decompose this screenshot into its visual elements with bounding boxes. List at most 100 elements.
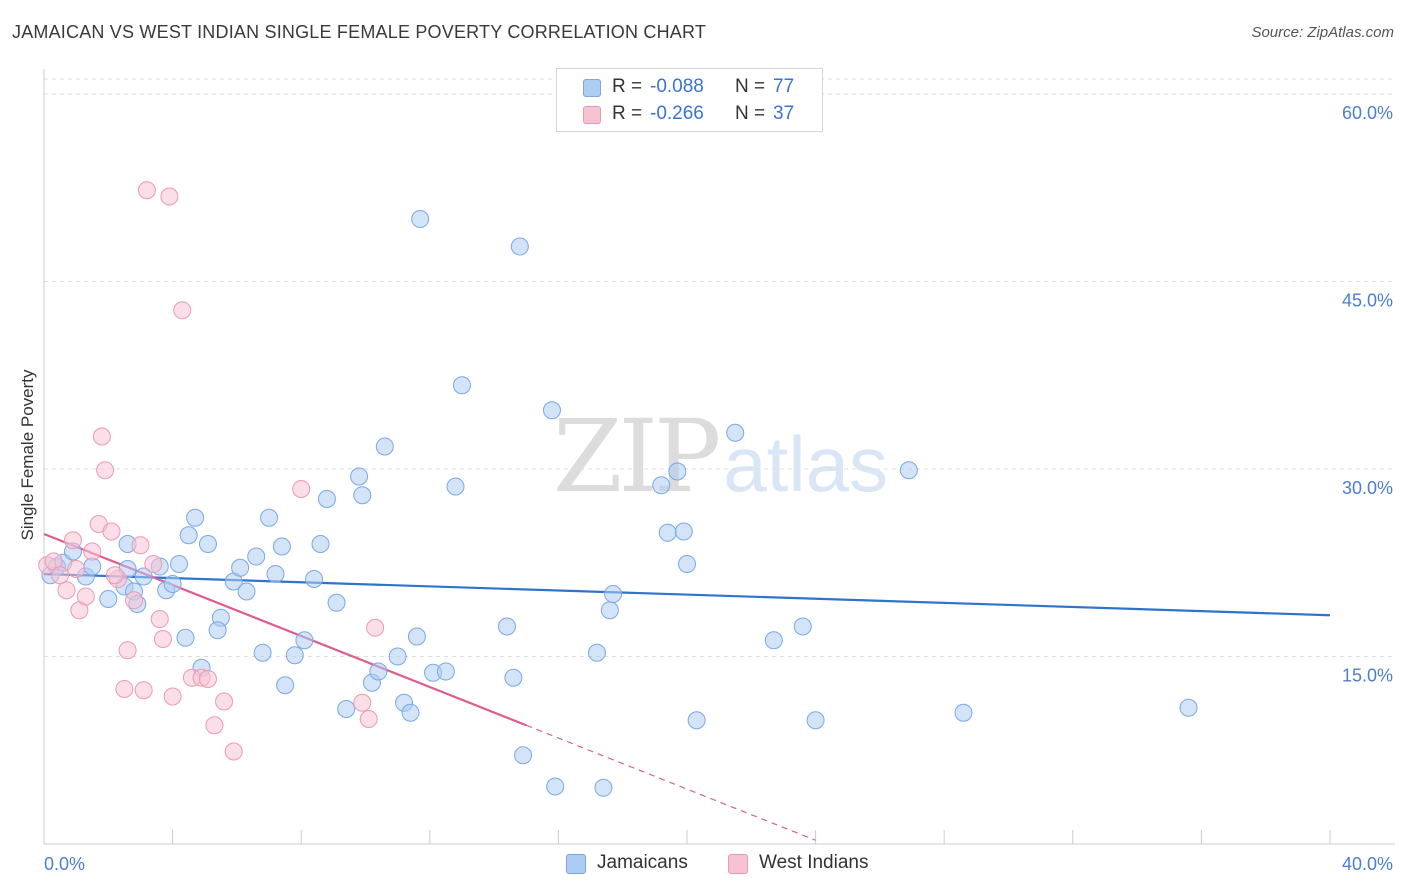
point-west-indians [92,427,111,446]
point-jamaicans [411,210,430,228]
point-west-indians [118,641,137,660]
point-jamaicans [1179,698,1198,717]
y-tick-label: 15.0% [1342,666,1393,686]
point-west-indians [224,742,243,761]
point-jamaicans [764,631,783,650]
trend-line-jamaicans [43,572,1331,617]
legend-swatch-west-indians [728,854,748,874]
r-value: -0.088 [650,76,704,97]
legend-label: West Indians [759,852,869,873]
point-west-indians [173,301,192,320]
y-tick-label: 60.0% [1342,103,1393,123]
axes [43,69,1395,845]
legend-label: Jamaicans [597,852,688,873]
point-jamaicans [311,535,330,553]
point-jamaicans [276,676,295,695]
point-jamaicans [179,526,198,545]
point-jamaicans [446,477,465,496]
point-west-indians [125,591,144,610]
r-label: R = [612,76,643,97]
n-value: 77 [773,76,795,97]
point-west-indians [150,610,169,628]
point-jamaicans [375,437,394,456]
point-jamaicans [163,575,182,593]
point-jamaicans [317,490,336,508]
point-jamaicans [899,461,918,480]
point-jamaicans [83,557,102,576]
point-west-indians [76,587,95,606]
y-tick-label: 45.0% [1342,291,1393,311]
point-jamaicans [546,777,565,796]
tick-labels: 15.0% 30.0% 45.0% 60.0% 0.0% 40.0% [44,103,1393,874]
point-jamaicans [388,647,407,666]
point-jamaicans [452,376,471,395]
point-jamaicans [170,555,189,573]
point-jamaicans [186,508,205,527]
point-jamaicans [266,565,285,583]
stat-swatch-west-indians [583,106,601,124]
point-jamaicans [594,778,613,797]
n-label: N = [735,76,766,97]
data-points [38,181,1198,797]
point-west-indians [105,566,124,585]
point-west-indians [131,536,150,555]
point-jamaicans [806,711,825,730]
point-jamaicans [350,467,369,486]
point-jamaicans [668,462,687,481]
source-label: Source: ZipAtlas.com [1251,24,1394,41]
trend-line-west-indians [43,532,527,727]
point-jamaicans [327,593,346,612]
point-west-indians [153,630,172,648]
point-jamaicans [497,617,516,636]
point-jamaicans [658,523,677,542]
point-jamaicans [285,646,304,665]
point-west-indians [67,560,86,578]
point-jamaicans [726,423,745,442]
point-jamaicans [652,476,671,495]
point-west-indians [144,555,163,573]
point-jamaicans [604,585,623,603]
point-west-indians [205,716,224,735]
point-west-indians [83,542,102,561]
point-west-indians [215,692,234,711]
point-west-indians [137,181,156,200]
point-jamaicans [247,547,266,566]
point-jamaicans [674,522,693,541]
point-jamaicans [600,601,619,620]
point-jamaicans [208,621,227,640]
point-jamaicans [231,558,250,577]
point-west-indians [163,687,182,706]
point-west-indians [292,480,311,498]
point-west-indians [160,187,179,206]
point-west-indians [51,566,70,585]
point-west-indians [57,581,76,600]
point-jamaicans [353,486,372,505]
point-jamaicans [687,711,706,730]
x-tick-label: 0.0% [44,854,85,874]
point-jamaicans [504,668,523,687]
point-jamaicans [99,590,118,608]
point-jamaicans [253,643,272,662]
point-jamaicans [272,537,291,556]
point-jamaicans [510,237,529,256]
point-jamaicans [198,535,217,553]
point-west-indians [96,461,115,480]
point-jamaicans [542,401,561,420]
point-jamaicans [295,631,314,650]
point-west-indians [353,693,372,712]
point-west-indians [359,710,378,728]
legend-swatch-jamaicans [566,854,586,874]
point-jamaicans [407,627,426,646]
point-west-indians [198,670,217,688]
point-jamaicans [369,662,388,681]
point-jamaicans [514,746,533,765]
point-jamaicans [337,700,356,718]
point-jamaicans [793,617,812,636]
point-west-indians [134,681,153,700]
point-west-indians [63,531,82,550]
point-west-indians [102,522,121,541]
chart-title: JAMAICAN VS WEST INDIAN SINGLE FEMALE PO… [12,22,707,42]
point-jamaicans [260,508,279,527]
n-label: N = [735,103,766,124]
